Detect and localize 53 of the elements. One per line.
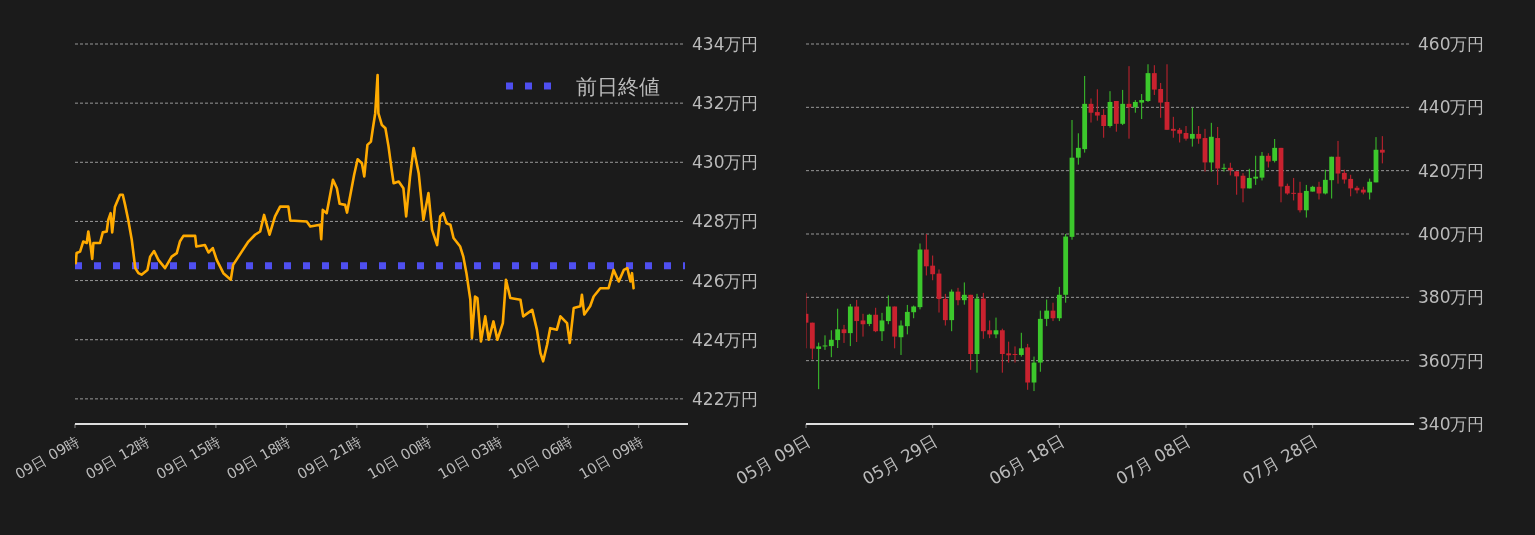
x-tick-label: 10日 06時	[505, 432, 576, 483]
x-tick-label: 07月 08日	[1112, 430, 1194, 489]
candlestick	[1291, 177, 1297, 201]
candlestick	[1120, 89, 1126, 126]
candlestick	[1189, 107, 1195, 148]
legend-label: 前日終値	[576, 75, 660, 99]
y-tick-label: 360万円	[1418, 350, 1485, 371]
candlestick	[1379, 135, 1385, 164]
candlestick	[1367, 178, 1373, 200]
candlestick	[1113, 100, 1119, 133]
candlestick	[1272, 138, 1278, 163]
candlestick	[904, 304, 910, 335]
y-tick-label: 426万円	[692, 270, 759, 291]
x-tick-label: 09日 21時	[294, 432, 365, 483]
x-tick-label: 09日 12時	[83, 432, 153, 483]
x-tick-label: 09日 09時	[12, 432, 83, 483]
candlestick	[1044, 299, 1050, 327]
candlestick	[923, 233, 929, 276]
candlestick	[885, 294, 891, 325]
candlestick	[828, 329, 834, 358]
candlestick	[930, 255, 936, 281]
x-tick-label: 10日 00時	[364, 432, 435, 483]
x-tick-label: 06月 18日	[985, 430, 1068, 489]
x-tick-label: 09日 15時	[153, 432, 224, 483]
y-tick-label: 430万円	[692, 152, 759, 173]
y-tick-label: 432万円	[692, 93, 759, 114]
x-tick-label: 10日 09時	[576, 432, 647, 483]
x-tick-label: 07月 28日	[1239, 430, 1321, 489]
candlestick	[1056, 286, 1062, 322]
candlestick	[854, 299, 860, 343]
y-tick-label: 400万円	[1418, 224, 1485, 244]
candlestick	[1329, 156, 1335, 200]
candlestick	[1234, 170, 1240, 196]
y-tick-label: 420万円	[1418, 160, 1485, 181]
candlestick	[835, 308, 841, 349]
candlestick	[1018, 332, 1024, 358]
x-tick-label: 09日 18時	[223, 432, 294, 483]
y-tick-label: 428万円	[692, 211, 759, 232]
x-tick-label: 10日 03時	[435, 432, 506, 483]
y-tick-label: 380万円	[1418, 287, 1485, 308]
candlestick	[1322, 169, 1328, 195]
y-tick-label: 340万円	[1418, 414, 1485, 434]
candlestick	[816, 342, 822, 390]
y-tick-label: 422万円	[692, 388, 759, 409]
x-tick-label: 05月 29日	[859, 430, 941, 489]
candlestick	[873, 307, 879, 333]
x-tick-label: 05月 09日	[732, 430, 814, 489]
y-tick-label: 460万円	[1418, 34, 1485, 54]
y-tick-label: 434万円	[692, 34, 759, 54]
candlestick	[961, 281, 967, 306]
y-tick-label: 440万円	[1418, 97, 1485, 118]
y-tick-label: 424万円	[692, 329, 759, 350]
candlestick	[942, 293, 948, 327]
